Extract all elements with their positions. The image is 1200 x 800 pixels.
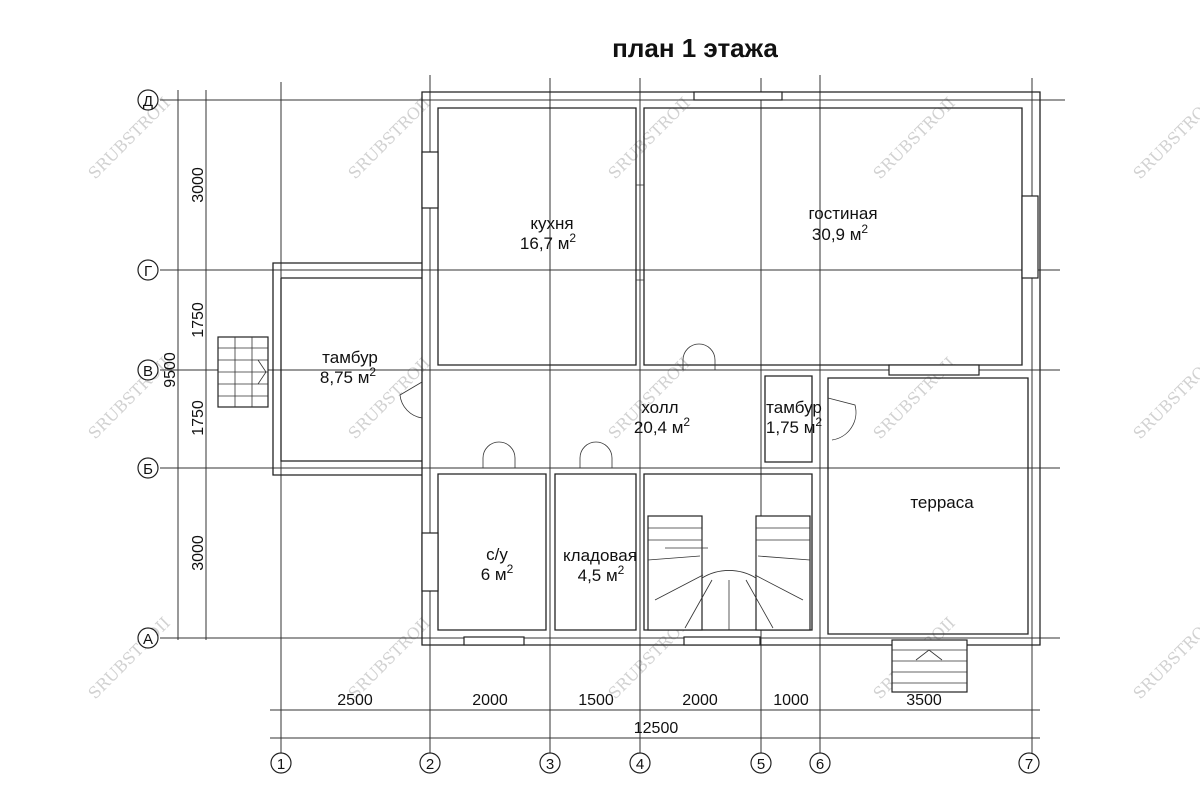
axis-marker-G: Г <box>137 259 159 281</box>
room-living: гостиная 30,9 м2 <box>808 204 877 244</box>
bottom-dimensions: 2500 2000 1500 2000 1000 3500 12500 <box>337 692 942 737</box>
door <box>827 397 857 441</box>
room-area: 6 м2 <box>481 562 514 584</box>
watermark: SRUBSTROII <box>1129 353 1200 443</box>
windows <box>421 91 1039 646</box>
bottom-dimension-lines <box>270 709 1040 739</box>
door <box>682 343 716 370</box>
svg-text:Г: Г <box>144 263 152 280</box>
window <box>463 636 525 646</box>
svg-text:7: 7 <box>1025 756 1033 773</box>
dim-3500: 3500 <box>906 692 942 709</box>
room-vestibule-left: тамбур 8,75 м2 <box>320 348 378 387</box>
dim-1750-lower: 1750 <box>190 400 207 436</box>
room-name: кладовая <box>563 546 637 565</box>
room-bathroom: с/у 6 м2 <box>481 545 514 584</box>
window <box>421 532 439 592</box>
axis-marker-4: 4 <box>629 752 651 774</box>
room-area: 8,75 м2 <box>320 365 377 387</box>
window <box>683 636 761 646</box>
watermark: SRUBSTROII <box>1129 613 1200 703</box>
room-name: гостиная <box>808 204 877 223</box>
dim-1000: 1000 <box>773 692 809 709</box>
room-name: кухня <box>530 214 573 233</box>
watermark: SRUBSTROII <box>1129 93 1200 183</box>
row-axis-markers: Д Г В Б А <box>137 89 159 649</box>
room-name: холл <box>641 398 678 417</box>
watermark: SRUBSTROII <box>344 613 434 703</box>
room-terrace: терраса <box>910 493 974 512</box>
left-dimensions: 3000 1750 1750 3000 9500 <box>162 167 207 571</box>
dim-2000-b: 2000 <box>682 692 718 709</box>
dim-1750-upper: 1750 <box>190 302 207 338</box>
svg-text:3: 3 <box>546 756 554 773</box>
column-axis-markers: 1 2 3 4 5 6 7 <box>270 752 1040 774</box>
door <box>579 441 613 468</box>
room-name: с/у <box>486 545 508 564</box>
staircase <box>647 515 811 631</box>
dim-total-9500: 9500 <box>162 352 179 388</box>
room-area: 30,9 м2 <box>812 222 869 244</box>
left-entrance-steps <box>217 336 269 408</box>
room-area: 4,5 м2 <box>578 563 625 585</box>
axis-marker-5: 5 <box>750 752 772 774</box>
window <box>693 91 783 101</box>
axis-marker-7: 7 <box>1018 752 1040 774</box>
room-name: тамбур <box>322 348 378 367</box>
room-vestibule-right: тамбур 1,75 м2 <box>766 398 823 437</box>
dim-total-12500: 12500 <box>634 720 679 737</box>
svg-text:4: 4 <box>636 756 644 773</box>
terrace-steps <box>891 639 968 693</box>
axis-marker-V: В <box>137 359 159 381</box>
doors <box>399 184 857 468</box>
svg-text:5: 5 <box>757 756 765 773</box>
window <box>421 151 439 209</box>
svg-text:6: 6 <box>816 756 824 773</box>
axis-marker-B: Б <box>137 457 159 479</box>
axis-marker-6: 6 <box>809 752 831 774</box>
dim-3000-top: 3000 <box>190 167 207 203</box>
window <box>888 364 980 376</box>
svg-text:1: 1 <box>277 756 285 773</box>
svg-text:А: А <box>143 631 153 648</box>
watermark: SRUBSTROII <box>604 93 694 183</box>
room-labels: кухня 16,7 м2 гостиная 30,9 м2 тамбур 8,… <box>320 204 974 585</box>
room-area: 20,4 м2 <box>634 415 691 437</box>
room-hall: холл 20,4 м2 <box>634 398 691 437</box>
room-name: тамбур <box>766 398 822 417</box>
dim-1500: 1500 <box>578 692 614 709</box>
door <box>399 381 423 419</box>
room-pantry: кладовая 4,5 м2 <box>563 546 637 585</box>
room-name: терраса <box>910 493 974 512</box>
svg-text:Б: Б <box>143 461 153 478</box>
watermark: SRUBSTROII <box>84 353 174 443</box>
dim-2500: 2500 <box>337 692 373 709</box>
watermark: SRUBSTROII <box>84 613 174 703</box>
door <box>482 441 516 468</box>
left-dimension-lines <box>177 90 207 640</box>
watermark: SRUBSTROII <box>84 93 174 183</box>
axis-marker-2: 2 <box>419 752 441 774</box>
window <box>1021 195 1039 279</box>
watermark: SRUBSTROII <box>869 93 959 183</box>
dim-2000-a: 2000 <box>472 692 508 709</box>
svg-text:В: В <box>143 363 153 380</box>
axis-marker-D: Д <box>137 89 159 111</box>
svg-text:Д: Д <box>143 93 153 110</box>
axis-marker-1: 1 <box>270 752 292 774</box>
watermark: SRUBSTROII <box>344 93 434 183</box>
plan-title: план 1 этажа <box>612 33 778 63</box>
room-area: 1,75 м2 <box>766 415 823 437</box>
svg-text:2: 2 <box>426 756 434 773</box>
dim-3000-bottom: 3000 <box>190 535 207 571</box>
room-area: 16,7 м2 <box>520 231 577 253</box>
room-kitchen: кухня 16,7 м2 <box>520 214 577 253</box>
axis-marker-3: 3 <box>539 752 561 774</box>
axis-marker-A: А <box>137 627 159 649</box>
